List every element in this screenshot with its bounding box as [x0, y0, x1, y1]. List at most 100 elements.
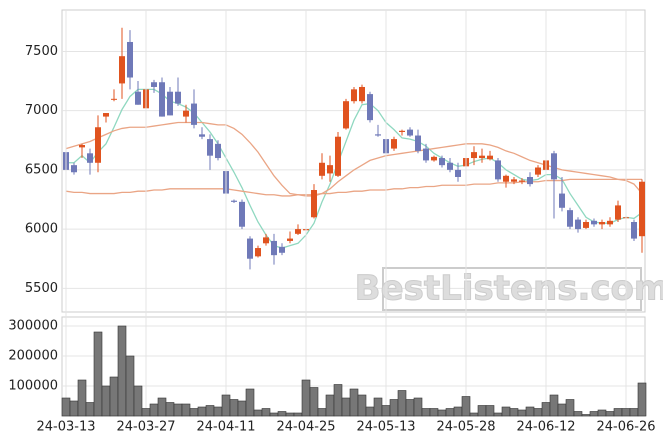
candle-body: [407, 129, 413, 136]
candle-body: [319, 162, 325, 176]
price-panel: [61, 9, 646, 313]
volume-bar: [589, 411, 599, 417]
candle-body: [175, 91, 181, 104]
volume-bar: [237, 400, 247, 417]
candle-body: [447, 162, 453, 170]
y-tick-label: 200000: [8, 349, 58, 364]
volume-bar: [253, 409, 263, 417]
volume-bar: [349, 388, 359, 417]
volume-bar: [381, 405, 391, 417]
candle-body: [479, 155, 485, 159]
volume-bar: [173, 403, 183, 417]
volume-bar: [573, 411, 583, 417]
volume-bar: [581, 414, 591, 417]
candle-body: [87, 153, 93, 163]
candle-body: [231, 200, 237, 202]
volume-bar: [541, 402, 551, 417]
candle-body: [375, 134, 381, 136]
candle-body: [111, 98, 117, 100]
volume-bar: [285, 412, 295, 417]
volume-bar: [309, 387, 319, 417]
volume-bar: [341, 397, 351, 417]
x-tick-label: 24-04-11: [196, 420, 255, 435]
volume-bar: [549, 394, 559, 417]
volume-bar: [101, 385, 111, 417]
x-tick-label: 24-05-13: [356, 420, 415, 435]
x-tick-label: 24-04-25: [276, 420, 335, 435]
volume-bar: [557, 403, 567, 417]
volume-bar: [221, 394, 231, 417]
volume-bar: [157, 397, 167, 417]
candle-body: [423, 148, 429, 161]
candle-body: [439, 158, 445, 166]
candle-body: [631, 221, 637, 239]
volume-bar: [277, 411, 287, 417]
candle-body: [511, 179, 517, 182]
volume-bar: [293, 412, 303, 417]
volume-bar: [397, 390, 407, 417]
y-tick-label: 100000: [8, 379, 58, 394]
candle-body: [95, 127, 101, 163]
volume-bar: [245, 388, 255, 417]
volume-bar: [421, 408, 431, 417]
volume-bar: [621, 408, 631, 417]
y-tick-label: 6000: [25, 222, 58, 237]
volume-bar: [117, 325, 127, 417]
candle-body: [207, 139, 213, 156]
volume-bar: [77, 379, 87, 417]
candle-body: [183, 110, 189, 117]
volume-bar: [301, 379, 311, 417]
candle-body: [127, 41, 133, 78]
volume-bar: [509, 408, 519, 417]
volume-bar: [357, 394, 367, 417]
candle-body: [551, 153, 557, 180]
volume-bar: [637, 382, 647, 417]
volume-bar: [613, 408, 623, 417]
volume-bar: [501, 406, 511, 417]
candle-body: [367, 94, 373, 121]
candle-body: [167, 91, 173, 116]
y-tick-label: 5500: [25, 281, 58, 296]
volume-bar: [109, 376, 119, 417]
volume-bar: [197, 406, 207, 417]
x-tick-label: 24-03-13: [36, 420, 95, 435]
candle-body: [199, 134, 205, 137]
x-tick-label: 24-05-28: [436, 420, 495, 435]
volume-bar: [181, 403, 191, 417]
volume-bar: [269, 412, 279, 417]
volume-bar: [469, 412, 479, 417]
candle-body: [335, 136, 341, 176]
volume-bar: [141, 408, 151, 417]
candle-body: [191, 103, 197, 125]
candle-body: [71, 165, 77, 173]
candle-body: [255, 248, 261, 257]
volume-bar: [205, 405, 215, 417]
volume-bar: [149, 403, 159, 417]
candle-body: [247, 238, 253, 259]
volume-bar: [93, 331, 103, 417]
candle-body: [399, 130, 405, 132]
volume-bar: [325, 394, 335, 417]
candle-body: [607, 220, 613, 225]
y-tick-label: 300000: [8, 319, 58, 334]
candle-body: [311, 190, 317, 218]
candle-body: [119, 56, 125, 84]
volume-bar: [373, 397, 383, 417]
candle-body: [279, 246, 285, 253]
volume-bar: [445, 408, 455, 417]
x-tick-label: 24-06-26: [596, 420, 655, 435]
candle-body: [495, 160, 501, 180]
volume-bar: [485, 405, 495, 417]
candle-body: [527, 176, 533, 185]
candle-body: [351, 89, 357, 102]
volume-bar: [365, 406, 375, 417]
volume-bar: [477, 405, 487, 417]
y-tick-label: 7000: [25, 103, 58, 118]
candle-body: [591, 220, 597, 225]
volume-bar: [69, 400, 79, 417]
volume-bar: [493, 412, 503, 417]
x-tick-label: 24-03-27: [116, 420, 175, 435]
volume-bar: [125, 355, 135, 417]
volume-bar: [565, 399, 575, 417]
volume-bar: [533, 408, 543, 417]
